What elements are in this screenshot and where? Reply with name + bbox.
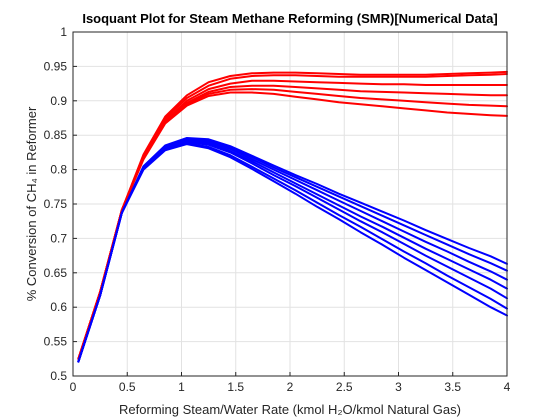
y-tick-label: 0.55: [44, 335, 68, 349]
blue-series-line: [77, 143, 508, 363]
y-tick-label: 0.7: [50, 231, 67, 245]
y-tick-label: 0.95: [44, 59, 68, 73]
x-tick-label: 2: [287, 380, 294, 394]
y-axis-label: % Conversion of CH₄ in Reformer: [24, 106, 39, 301]
y-tick-label: 0.75: [44, 197, 68, 211]
red-series-line: [77, 88, 508, 360]
series-lines: [77, 70, 508, 363]
ticks: [72, 31, 508, 377]
x-tick-labels: 0 0.5 1 1.5 2 2.5 3 3.5 4: [70, 380, 511, 394]
x-tick-label: 2.5: [336, 380, 353, 394]
y-tick-label: 0.8: [50, 163, 67, 177]
y-tick-label: 1: [60, 25, 67, 39]
red-series-line: [77, 70, 508, 360]
y-tick-label: 0.5: [50, 369, 67, 383]
x-tick-label: 3.5: [444, 380, 461, 394]
x-tick-label: 3: [395, 380, 402, 394]
x-tick-label: 4: [504, 380, 511, 394]
x-axis-label: Reforming Steam/Water Rate (kmol H₂O/kmo…: [119, 402, 461, 417]
red-series-line: [77, 73, 508, 360]
grid: [72, 31, 508, 377]
red-series-line: [77, 91, 508, 360]
x-tick-label: 0: [70, 380, 77, 394]
y-tick-label: 0.85: [44, 128, 68, 142]
x-tick-label: 0.5: [119, 380, 136, 394]
y-tick-label: 0.6: [50, 300, 67, 314]
x-tick-label: 1: [178, 380, 185, 394]
red-series-line: [77, 84, 508, 360]
y-tick-label: 0.65: [44, 266, 68, 280]
x-tick-label: 1.5: [227, 380, 244, 394]
y-tick-label: 0.9: [50, 94, 67, 108]
y-tick-labels: 0.5 0.55 0.6 0.65 0.7 0.75 0.8 0.85 0.9 0.95 1: [44, 25, 68, 383]
red-series-line: [77, 79, 508, 360]
chart-title: Isoquant Plot for Steam Methane Reformin…: [82, 11, 497, 26]
